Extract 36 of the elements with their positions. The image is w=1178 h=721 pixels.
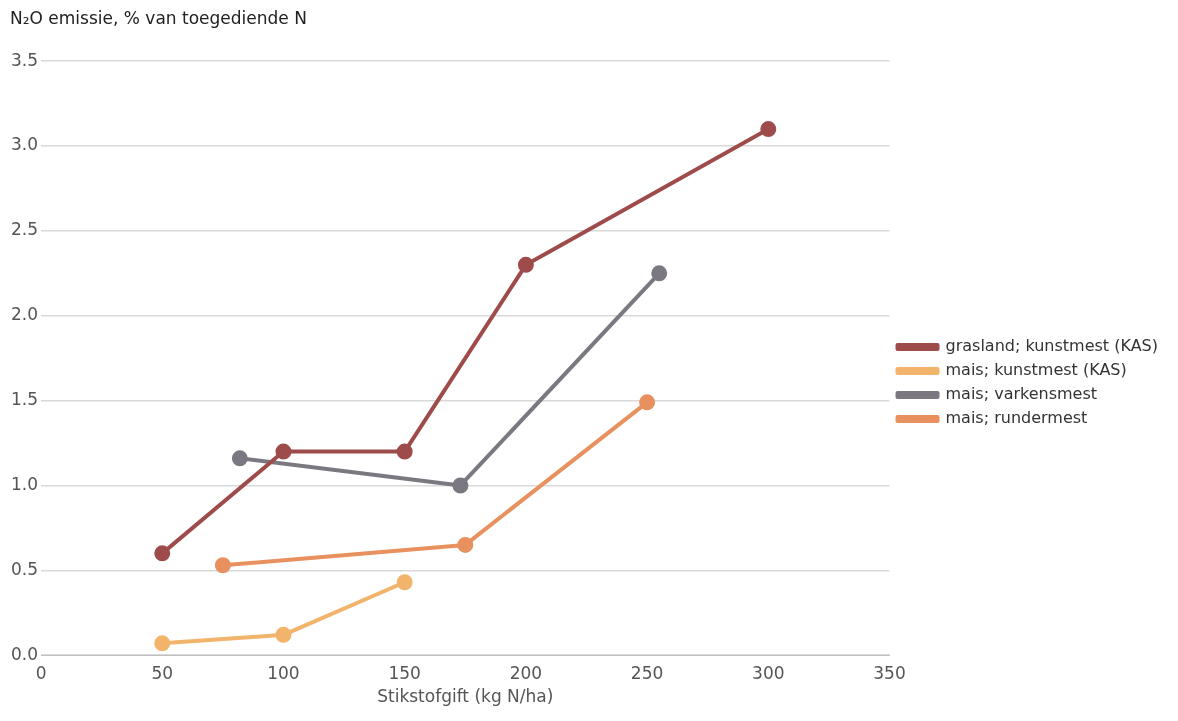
point xyxy=(396,443,413,460)
point xyxy=(457,536,474,553)
point xyxy=(275,443,292,460)
point xyxy=(231,450,248,467)
y-tick-label: 1.0 xyxy=(10,473,39,494)
point xyxy=(275,626,292,643)
x-tick-label: 100 xyxy=(267,662,300,683)
x-tick-label: 350 xyxy=(873,662,906,683)
y-tick-label: 2.5 xyxy=(10,219,39,240)
x-tick-label: 200 xyxy=(509,662,543,683)
legend-label: grasland; kunstmest (KAS) xyxy=(945,336,1158,356)
point xyxy=(154,545,171,562)
legend-label: mais; rundermest xyxy=(945,408,1088,428)
x-tick-label: 150 xyxy=(388,662,421,683)
y-tick-label: 2.0 xyxy=(10,304,39,325)
y-axis-title: N₂O emissie, % van toegediende N xyxy=(9,8,308,30)
point xyxy=(651,265,668,282)
point xyxy=(396,574,413,591)
legend-label: mais; varkensmest xyxy=(945,384,1098,404)
x-tick-label: 300 xyxy=(752,662,785,683)
y-tick-label: 3.0 xyxy=(10,134,39,155)
legend-label: mais; kunstmest (KAS) xyxy=(945,360,1127,380)
y-tick-label: 3.5 xyxy=(10,49,39,70)
point xyxy=(452,477,469,494)
x-tick-label: 250 xyxy=(630,662,664,683)
x-tick-label: 0 xyxy=(35,662,47,683)
y-tick-label: 0.5 xyxy=(10,558,39,579)
y-tick-label: 1.5 xyxy=(10,389,39,410)
point xyxy=(154,635,171,652)
point xyxy=(760,121,777,138)
x-axis-title: Stikstofgift (kg N/ha) xyxy=(377,686,554,707)
y-tick-label: 0.0 xyxy=(10,643,39,664)
point xyxy=(639,394,656,411)
point xyxy=(517,256,534,273)
point xyxy=(214,557,231,574)
x-tick-label: 50 xyxy=(151,662,174,683)
